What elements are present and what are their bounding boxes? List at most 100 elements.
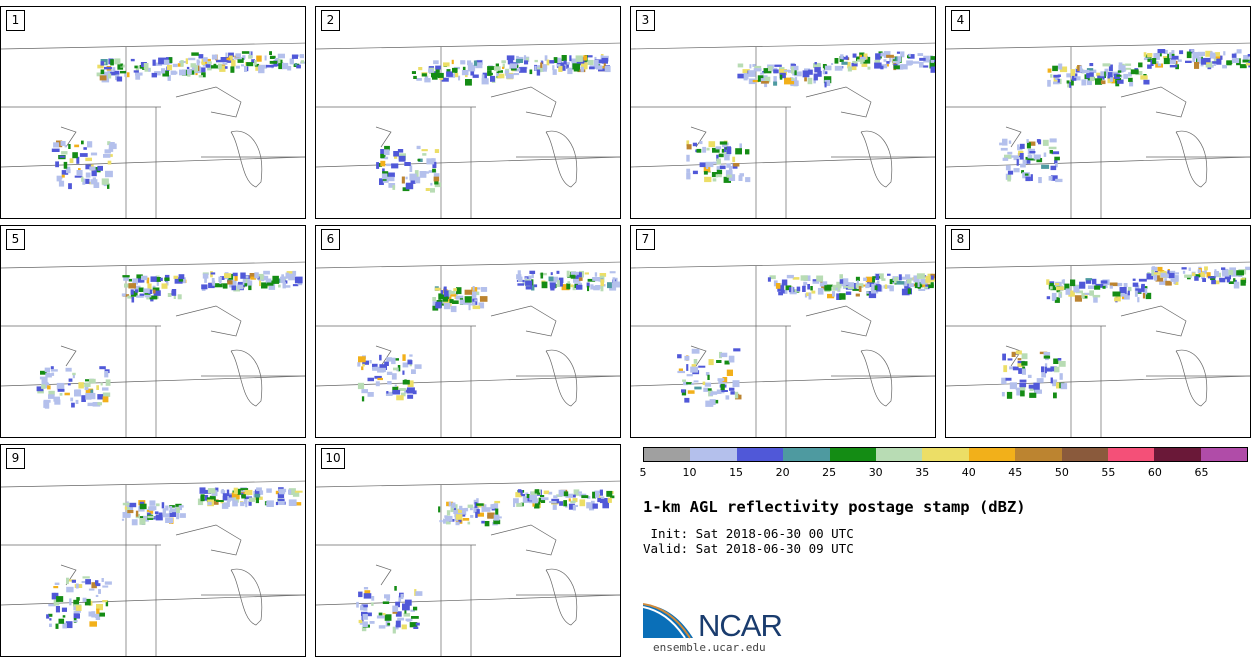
echo-cell (1155, 275, 1164, 282)
echo-cell (691, 382, 694, 385)
echo-cell (726, 163, 731, 168)
echo-cell (925, 275, 931, 283)
echo-cell (73, 606, 77, 610)
echo-cell (734, 391, 739, 399)
echo-cell (526, 494, 530, 498)
echo-cell (37, 389, 44, 394)
echo-cell (1011, 351, 1016, 357)
echo-cell (255, 64, 261, 71)
echo-cell (716, 154, 719, 161)
echo-cell (107, 69, 113, 75)
echo-cell (1068, 290, 1075, 297)
colorbar-tick-label: 20 (775, 466, 790, 479)
echo-cell (579, 499, 586, 507)
echo-cell (737, 73, 746, 79)
echo-cell (1047, 79, 1051, 87)
echo-cell (802, 285, 806, 292)
echo-cell (1247, 54, 1250, 57)
echo-cell (822, 70, 826, 75)
echo-cell (609, 271, 616, 274)
echo-cell (361, 366, 364, 371)
state-border (631, 261, 935, 269)
echo-cell (725, 170, 733, 177)
echo-cell (851, 62, 858, 67)
echo-cell (1020, 384, 1026, 391)
echo-cell (1004, 154, 1012, 159)
echo-cell (708, 359, 714, 366)
echo-cell (584, 272, 589, 275)
echo-cell (907, 54, 915, 59)
echo-cell (135, 72, 143, 76)
echo-cell (549, 282, 556, 289)
echo-cell (172, 63, 178, 68)
echo-cell (467, 504, 474, 508)
echo-cell (224, 66, 228, 69)
echo-cell (55, 161, 59, 168)
member-label: 10 (321, 448, 345, 469)
echo-cell (442, 296, 448, 302)
echo-cell (1055, 178, 1063, 183)
echo-cell (277, 53, 285, 59)
echo-cell (75, 399, 79, 404)
echo-cell (709, 399, 716, 405)
echo-cell (405, 182, 414, 190)
echo-cell (1116, 74, 1122, 77)
echo-cell (266, 488, 272, 493)
echo-cell (144, 67, 151, 72)
echo-cell (462, 518, 470, 521)
echo-cell (203, 495, 209, 501)
state-border (175, 524, 242, 556)
echo-cell (1057, 78, 1060, 83)
echo-cell (48, 390, 55, 396)
echo-cell (1070, 69, 1076, 76)
echo-cell (384, 594, 391, 599)
echo-cell (1184, 274, 1192, 278)
echo-cell (410, 177, 416, 184)
echo-cell (455, 295, 464, 300)
state-border (946, 42, 1250, 50)
echo-cell (361, 389, 368, 394)
echo-cell (1089, 76, 1094, 82)
colorbar-tick-label: 50 (1054, 466, 1069, 479)
echo-cell (847, 66, 852, 72)
echo-cell (824, 81, 827, 88)
echo-cell (835, 287, 838, 290)
colorbar-segment (1107, 448, 1155, 461)
echo-cell (112, 67, 116, 74)
echo-cell (517, 56, 524, 60)
echo-cell (107, 183, 110, 189)
echo-cell (779, 74, 783, 80)
echo-cell (85, 164, 92, 170)
echo-cell (143, 288, 150, 294)
echo-cell (476, 503, 484, 506)
echo-cell (1007, 174, 1011, 182)
state-border (805, 86, 872, 118)
postage-stamp-panel: 10 (315, 444, 621, 657)
echo-cell (803, 281, 806, 288)
echo-cell (361, 611, 368, 616)
echo-cell (104, 371, 109, 378)
echo-cell (1059, 66, 1068, 73)
echo-cell (362, 614, 368, 620)
echo-cell (1015, 350, 1022, 355)
state-border (805, 305, 872, 337)
state-border (1120, 86, 1187, 118)
echo-cell (1024, 173, 1029, 176)
echo-cell (460, 60, 466, 65)
echo-cell (409, 363, 412, 367)
echo-cell (254, 63, 259, 67)
echo-cell (222, 283, 228, 289)
echo-cell (272, 275, 279, 283)
echo-cell (529, 494, 537, 501)
echo-cell (927, 273, 933, 276)
echo-cell (587, 59, 594, 65)
echo-cell (1132, 282, 1139, 287)
echo-cell (153, 290, 161, 296)
echo-cell (1171, 55, 1179, 60)
echo-cell (147, 515, 155, 519)
echo-cell (790, 65, 799, 71)
echo-cell (1070, 279, 1076, 287)
echo-cell (82, 576, 90, 579)
echo-cell (179, 69, 186, 76)
echo-cell (401, 392, 406, 397)
